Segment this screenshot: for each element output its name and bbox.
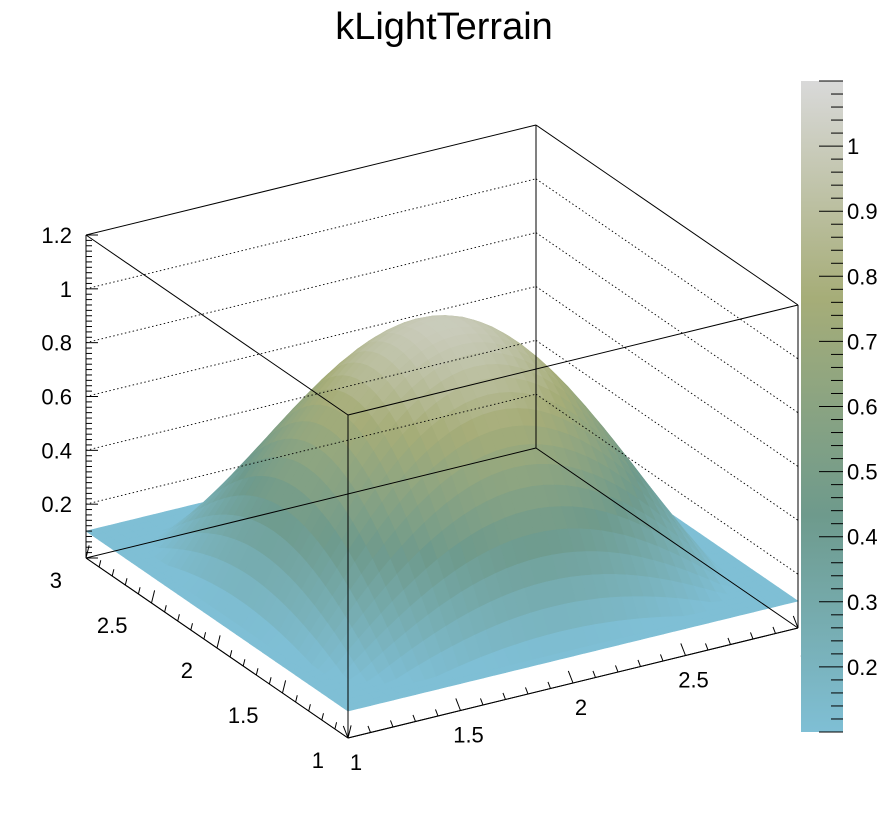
palette-tick-label: 0.2: [847, 655, 878, 680]
color-palette-bar: 0.2 0.3 0.4 0.5 0.6 0.7 0.8 0.9 1: [801, 80, 878, 733]
palette-tick-label: 0.3: [847, 590, 878, 615]
z-tick-label: 1: [60, 277, 72, 302]
x-tick-label: 1.5: [453, 723, 484, 748]
y-tick-label: 3: [50, 568, 62, 593]
palette-tick-label: 0.4: [847, 525, 878, 550]
palette-tick-label: 0.7: [847, 329, 878, 354]
y-tick-label: 2.5: [97, 613, 128, 638]
y-tick-label: 2: [181, 658, 193, 683]
palette-tick-label: 0.5: [847, 460, 878, 485]
surface-mesh: [85, 315, 799, 712]
y-tick-label: 1: [312, 748, 324, 773]
palette-tick-label: 0.9: [847, 199, 878, 224]
chart-title: kLightTerrain: [335, 6, 553, 48]
surface-cell: [340, 703, 361, 712]
palette-tick-label: 1: [847, 134, 859, 159]
y-axis: 1 1.5 2 2.5 3: [50, 545, 352, 773]
palette-tick-label: 0.8: [847, 264, 878, 289]
x-tick-label: 2.5: [678, 668, 709, 693]
x-tick-label: 1: [350, 750, 362, 775]
z-tick-label: 0.4: [41, 438, 72, 463]
y-tick-label: 1.5: [228, 703, 259, 728]
z-tick-label: 0.6: [41, 385, 72, 410]
z-tick-label: 1.2: [41, 223, 72, 248]
x-axis: 11.522.53: [342, 615, 812, 775]
x-tick-label: 2: [575, 695, 587, 720]
z-tick-label: 0.2: [41, 492, 72, 517]
z-tick-label: 0.8: [41, 331, 72, 356]
z-axis: 0.2 0.4 0.6 0.8 1 1.2: [41, 223, 98, 559]
palette-tick-label: 0.6: [847, 395, 878, 420]
